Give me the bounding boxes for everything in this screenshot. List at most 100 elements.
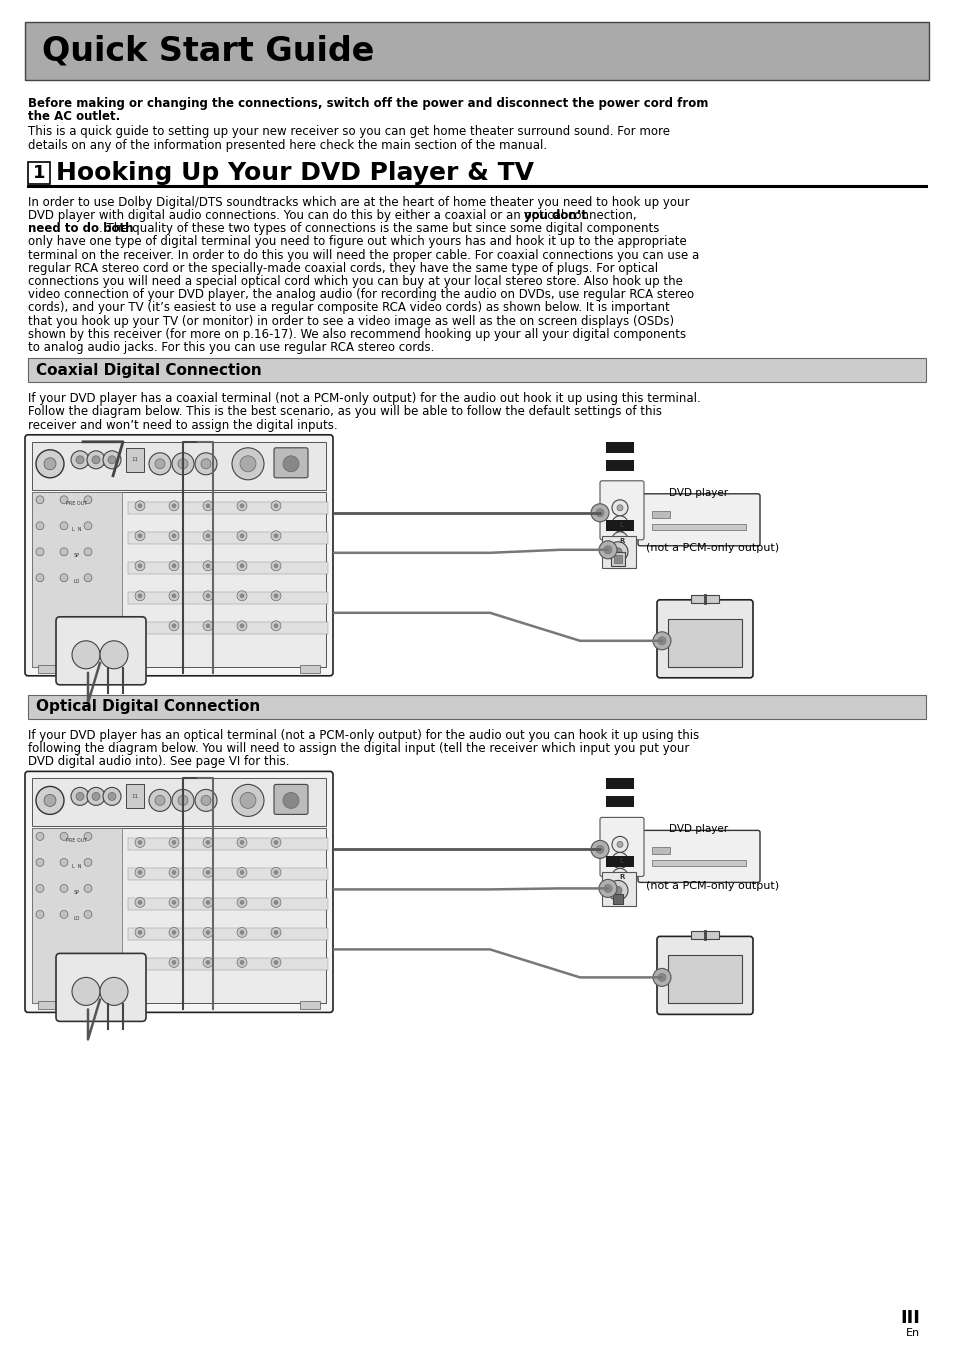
FancyBboxPatch shape: [667, 956, 741, 1003]
Circle shape: [135, 957, 145, 968]
FancyBboxPatch shape: [667, 619, 741, 667]
Text: PRE OUT: PRE OUT: [67, 501, 88, 507]
Circle shape: [169, 837, 179, 848]
Circle shape: [240, 594, 244, 597]
Circle shape: [36, 884, 44, 892]
Circle shape: [194, 453, 216, 474]
Circle shape: [172, 504, 175, 508]
Circle shape: [274, 960, 277, 964]
Text: Follow the diagram below. This is the best scenario, as you will be able to foll: Follow the diagram below. This is the be…: [28, 406, 661, 418]
Circle shape: [71, 787, 89, 805]
Circle shape: [172, 534, 175, 538]
Circle shape: [271, 531, 281, 541]
Text: DVD player: DVD player: [669, 488, 728, 497]
FancyBboxPatch shape: [126, 785, 144, 809]
FancyBboxPatch shape: [32, 778, 326, 826]
Circle shape: [154, 795, 165, 805]
Text: L  N: L N: [72, 864, 82, 869]
FancyBboxPatch shape: [599, 481, 643, 539]
Circle shape: [617, 520, 622, 527]
Circle shape: [135, 837, 145, 848]
Circle shape: [203, 867, 213, 878]
Circle shape: [169, 867, 179, 878]
Circle shape: [603, 884, 612, 892]
Circle shape: [91, 456, 100, 464]
FancyBboxPatch shape: [657, 600, 752, 678]
FancyBboxPatch shape: [126, 448, 144, 472]
Circle shape: [178, 458, 188, 469]
Circle shape: [169, 531, 179, 541]
FancyBboxPatch shape: [651, 524, 745, 530]
Text: Optical Digital Connection: Optical Digital Connection: [36, 700, 260, 714]
Circle shape: [138, 900, 142, 905]
Circle shape: [60, 496, 68, 504]
Circle shape: [203, 898, 213, 907]
Circle shape: [274, 504, 277, 508]
Circle shape: [84, 496, 91, 504]
Text: terminal on the receiver. In order to do this you will need the proper cable. Fo: terminal on the receiver. In order to do…: [28, 248, 699, 262]
Circle shape: [236, 957, 247, 968]
FancyBboxPatch shape: [32, 442, 326, 489]
Circle shape: [598, 879, 617, 898]
Circle shape: [271, 590, 281, 601]
Circle shape: [60, 910, 68, 918]
Circle shape: [169, 590, 179, 601]
Circle shape: [172, 594, 175, 597]
Circle shape: [135, 501, 145, 511]
FancyBboxPatch shape: [128, 501, 328, 514]
Circle shape: [135, 531, 145, 541]
FancyBboxPatch shape: [605, 460, 634, 470]
Circle shape: [84, 833, 91, 840]
Circle shape: [206, 594, 210, 597]
FancyBboxPatch shape: [657, 937, 752, 1015]
Circle shape: [36, 910, 44, 918]
Text: the AC outlet.: the AC outlet.: [28, 111, 120, 123]
Circle shape: [60, 833, 68, 840]
FancyBboxPatch shape: [690, 931, 719, 940]
FancyBboxPatch shape: [601, 872, 636, 906]
Text: If your DVD player has an optical terminal (not a PCM-only output) for the audio: If your DVD player has an optical termin…: [28, 729, 699, 741]
Circle shape: [607, 880, 627, 900]
Circle shape: [172, 624, 175, 628]
FancyBboxPatch shape: [599, 817, 643, 876]
Text: (not a PCM-only output): (not a PCM-only output): [645, 543, 779, 553]
Circle shape: [603, 546, 612, 554]
Circle shape: [135, 927, 145, 937]
Circle shape: [271, 561, 281, 570]
FancyBboxPatch shape: [128, 929, 328, 941]
Circle shape: [206, 871, 210, 875]
Circle shape: [274, 840, 277, 844]
Circle shape: [169, 621, 179, 631]
Circle shape: [283, 793, 298, 809]
Text: receiver and won’t need to assign the digital inputs.: receiver and won’t need to assign the di…: [28, 419, 337, 431]
Circle shape: [169, 501, 179, 511]
Circle shape: [240, 793, 255, 809]
Text: need to do both: need to do both: [28, 222, 133, 235]
Circle shape: [240, 930, 244, 934]
Circle shape: [36, 450, 64, 477]
Circle shape: [206, 504, 210, 508]
Circle shape: [172, 563, 175, 568]
Circle shape: [201, 795, 211, 805]
Circle shape: [84, 522, 91, 530]
Circle shape: [612, 500, 627, 516]
FancyBboxPatch shape: [128, 621, 328, 634]
Circle shape: [154, 458, 165, 469]
Circle shape: [203, 957, 213, 968]
Circle shape: [271, 837, 281, 848]
FancyBboxPatch shape: [651, 511, 669, 518]
Circle shape: [36, 859, 44, 867]
Circle shape: [617, 841, 622, 848]
FancyBboxPatch shape: [605, 778, 634, 790]
Circle shape: [283, 456, 298, 472]
FancyBboxPatch shape: [605, 797, 634, 807]
FancyBboxPatch shape: [614, 555, 621, 563]
Circle shape: [271, 957, 281, 968]
FancyBboxPatch shape: [32, 492, 326, 667]
FancyBboxPatch shape: [25, 435, 333, 675]
Circle shape: [271, 621, 281, 631]
Circle shape: [36, 833, 44, 840]
Circle shape: [240, 900, 244, 905]
Circle shape: [71, 977, 100, 1006]
FancyBboxPatch shape: [25, 771, 333, 1012]
